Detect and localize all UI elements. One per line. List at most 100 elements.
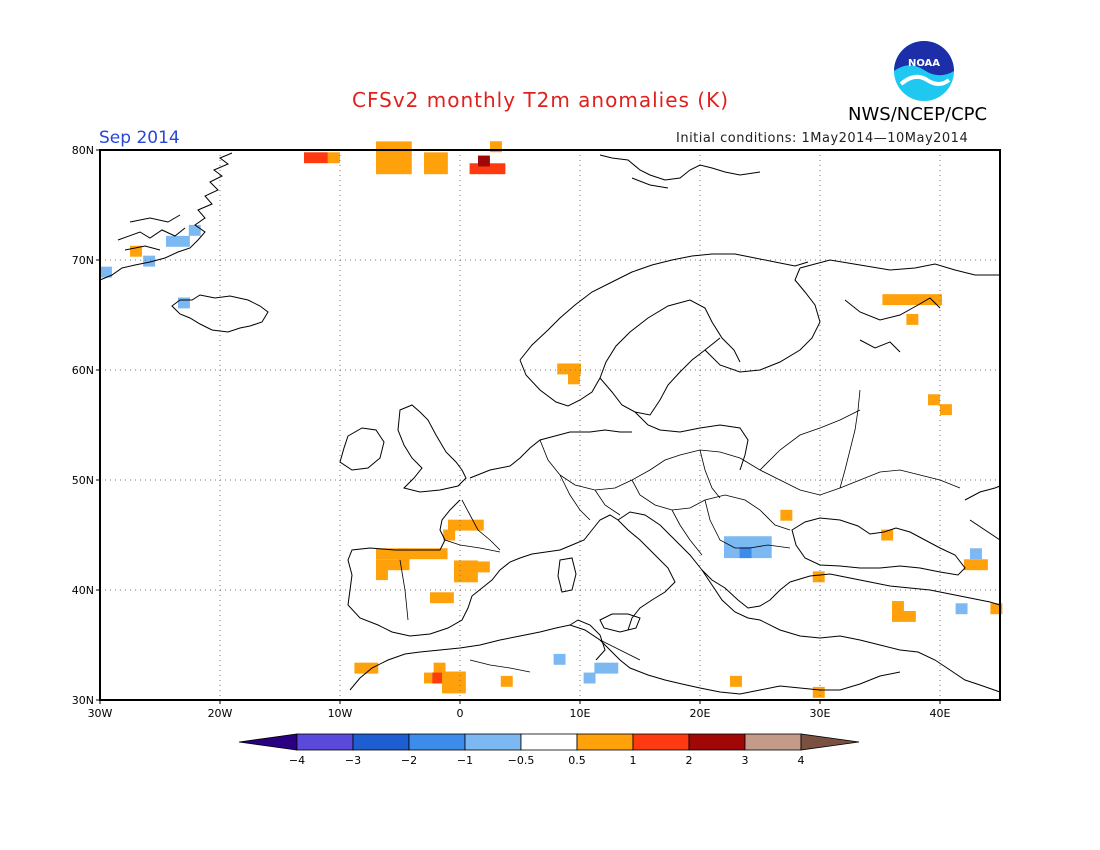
coast-finland (704, 267, 821, 373)
colorbar-swatch (576, 733, 634, 751)
coast-svalbard (599, 154, 761, 189)
coast-black-sea (791, 517, 966, 576)
coast-iceland (171, 294, 269, 333)
lon-tick-label: 30E (810, 707, 831, 720)
anomaly-cell (188, 224, 201, 236)
coast-italy (559, 514, 676, 631)
anomaly-cell (928, 394, 940, 406)
lon-tick-label: 20E (690, 707, 711, 720)
anomaly-cell (376, 548, 448, 560)
colorbar-label: −1 (457, 754, 473, 767)
coast-greenland-fjords (117, 214, 186, 251)
forecast-month: Sep 2014 (99, 128, 180, 148)
colorbar-swatch (296, 733, 354, 751)
coast-white-sea-inner (844, 297, 941, 353)
anomaly-cell (443, 529, 456, 541)
coast-greece (701, 569, 791, 609)
anomaly-cell (730, 675, 742, 687)
anomaly-cell (557, 363, 582, 375)
anomaly-cell (376, 559, 400, 571)
anomaly-cell (568, 373, 580, 385)
gridlines (100, 150, 1000, 700)
lat-tick-label: 70N (72, 254, 94, 267)
anomaly-cells (100, 141, 1003, 698)
colorbar-low-arrow (238, 733, 298, 751)
anomaly-cell (466, 561, 490, 573)
lon-tick-label: 30W (88, 707, 113, 720)
anomaly-cell (892, 610, 916, 622)
anomaly-cell (328, 152, 340, 164)
anomaly-cell (892, 601, 904, 612)
agency-label: NWS/NCEP/CPC (848, 104, 988, 125)
anomaly-cell (304, 152, 328, 164)
anomaly-cell (376, 141, 412, 175)
colorbar-high-arrow (800, 733, 860, 751)
anomaly-cell (166, 235, 190, 247)
colorbar-swatch (520, 733, 578, 751)
anomaly-cell (724, 536, 772, 559)
coast-caspian (964, 485, 1001, 541)
anomaly-cell (553, 653, 566, 665)
lon-tick-label: 40E (930, 707, 951, 720)
lon-tick-label: 20W (208, 707, 233, 720)
anomaly-cell (430, 592, 454, 604)
coast-great-britain (397, 404, 467, 493)
lat-tick-label: 40N (72, 584, 94, 597)
anomaly-cell (433, 662, 446, 674)
coast-north-africa (349, 624, 741, 695)
anomaly-cell (432, 672, 445, 684)
anomaly-cell (906, 313, 919, 325)
logo-text: NOAA (908, 58, 940, 69)
anomaly-cell (970, 548, 982, 560)
colorbar-label: 4 (798, 754, 805, 767)
colorbar-swatch (688, 733, 746, 751)
coast-turkey-south (759, 619, 1001, 693)
colorbar-swatch (464, 733, 522, 751)
anomaly-cell (354, 662, 379, 674)
coast-turkey (789, 573, 1001, 606)
colorbar-label: 1 (630, 754, 637, 767)
anomaly-cell (424, 152, 448, 175)
map-title: CFSv2 monthly T2m anomalies (K) (352, 88, 729, 112)
lon-tick-label: 10E (570, 707, 591, 720)
country-borders (399, 389, 961, 673)
noaa-logo: NOAA (894, 41, 954, 101)
coast-norway-south (519, 299, 741, 407)
coast-sicily (599, 613, 641, 633)
coast-sardinia (557, 557, 577, 593)
coast-norway (519, 253, 809, 361)
map-frame (99, 149, 1001, 701)
anomaly-cell (478, 155, 490, 167)
anomaly-cell (500, 675, 513, 687)
anomaly-cell (130, 245, 142, 257)
border-lines (399, 389, 961, 673)
colorbar-label: −4 (289, 754, 305, 767)
anomaly-cell (397, 548, 410, 571)
coast-adriatic (617, 511, 761, 621)
coast-ireland (339, 427, 385, 471)
initial-conditions: Initial conditions: 1May2014—10May2014 (676, 131, 969, 146)
colorbar-swatch (744, 733, 802, 751)
colorbar-label: −3 (345, 754, 361, 767)
anomaly-cell (812, 686, 825, 698)
anomaly-cell (376, 569, 388, 581)
coast-white-sea (799, 259, 1000, 276)
anomaly-cell (940, 404, 952, 416)
coast-baltic (634, 411, 749, 471)
anomaly-cell (739, 547, 752, 559)
anomaly-cell (990, 603, 1003, 615)
anomaly-cell (594, 662, 619, 674)
colorbar-label: −0.5 (508, 754, 535, 767)
coast-libya-egypt (739, 671, 901, 695)
coast-bay-of-biscay (347, 499, 561, 637)
anomaly-cell (882, 294, 943, 306)
coastlines (99, 152, 1001, 695)
anomaly-cell (881, 529, 894, 541)
colorbar-swatch (352, 733, 410, 751)
anomaly-cell (143, 255, 156, 267)
coast-greenland (99, 152, 233, 281)
anomaly-cell (964, 559, 988, 571)
coast-sweden (599, 337, 721, 416)
